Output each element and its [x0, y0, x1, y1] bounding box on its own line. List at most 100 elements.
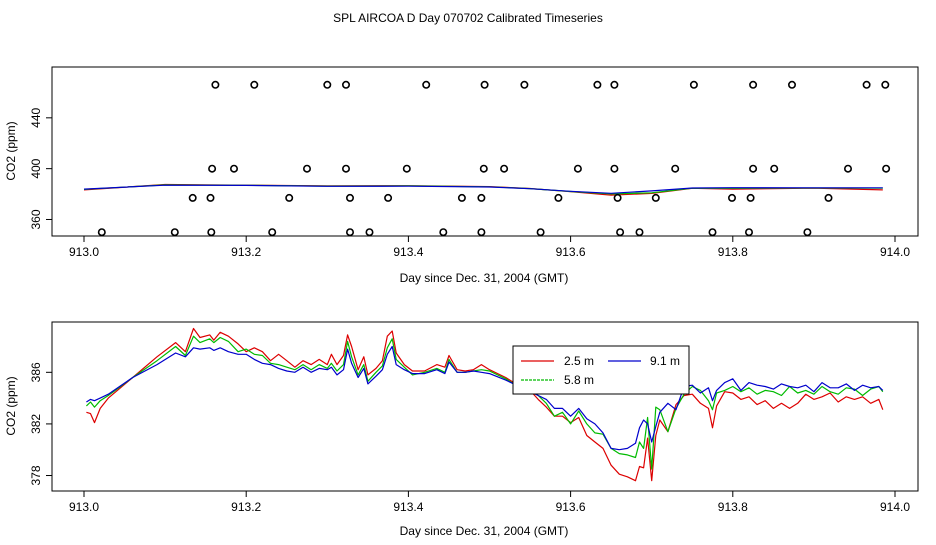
flag-marker: [323, 80, 332, 89]
top-panel-frame: [51, 66, 919, 237]
bottom-x-axis-label: Day since Dec. 31, 2004 (GMT): [400, 524, 569, 538]
flag-marker: [520, 80, 529, 89]
flag-marker: [268, 228, 277, 237]
flag-marker: [457, 193, 466, 202]
flag-marker: [616, 228, 625, 237]
bottom-y-axis: 378 382 386: [29, 362, 52, 486]
top-x-tick-label: 913.2: [231, 245, 261, 259]
flag-marker: [613, 193, 622, 202]
bottom-x-tick-label: 913.2: [231, 500, 261, 514]
flag-marker: [803, 228, 812, 237]
flag-marker: [824, 193, 833, 202]
flag-marker: [610, 80, 619, 89]
bottom-panel: 913.0 913.2 913.4 913.6 913.8 914.0 378 382 386…: [4, 321, 919, 538]
flag-marker: [477, 193, 486, 202]
flag-marker: [862, 80, 871, 89]
legend-label-5-8m: 5.8 m: [564, 373, 594, 387]
flag-marker: [170, 228, 179, 237]
top-y-axis: 360 400 440: [29, 107, 52, 229]
flag-marker: [97, 228, 106, 237]
flag-marker: [341, 80, 350, 89]
flag-marker: [689, 80, 698, 89]
flag-marker: [402, 164, 411, 173]
flag-marker: [341, 164, 350, 173]
legend-label-2-5m: 2.5 m: [564, 354, 594, 368]
bottom-panel-frame: [51, 321, 919, 492]
flag-marker: [365, 228, 374, 237]
flag-marker: [422, 80, 431, 89]
flag-marker: [480, 80, 489, 89]
bottom-x-tick-label: 913.4: [393, 500, 423, 514]
bottom-y-tick-label: 386: [29, 362, 43, 382]
bottom-y-tick-label: 382: [29, 414, 43, 434]
flag-marker: [206, 193, 215, 202]
flag-marker: [746, 193, 755, 202]
flag-marker: [285, 193, 294, 202]
flag-marker: [554, 193, 563, 202]
top-x-tick-label: 913.4: [393, 245, 423, 259]
top-series-5-8-m: [83, 184, 883, 195]
flag-marker: [207, 228, 216, 237]
legend-box: [512, 345, 690, 395]
flag-marker: [610, 164, 619, 173]
flag-marker: [479, 164, 488, 173]
top-x-tick-label: 913.6: [556, 245, 586, 259]
flag-marker: [671, 164, 680, 173]
flag-marker: [635, 228, 644, 237]
top-y-axis-label: CO2 (ppm): [4, 121, 18, 180]
top-x-tick-label: 914.0: [880, 245, 910, 259]
top-x-axis: 913.0 913.2 913.4 913.6 913.8 914.0: [69, 236, 910, 259]
flag-marker: [230, 164, 239, 173]
top-series-9-1-m: [83, 184, 883, 194]
top-series: [83, 183, 883, 196]
flag-marker: [708, 228, 717, 237]
bottom-series: [85, 327, 884, 482]
flag-marker: [439, 228, 448, 237]
flag-marker: [749, 80, 758, 89]
flag-marker: [593, 80, 602, 89]
legend-label-9-1m: 9.1 m: [650, 354, 680, 368]
flag-marker: [536, 228, 545, 237]
flag-marker: [250, 80, 259, 89]
top-series-2-5-m: [83, 183, 883, 196]
bottom-x-tick-label: 913.8: [718, 500, 748, 514]
bottom-x-tick-label: 914.0: [880, 500, 910, 514]
flag-marker: [727, 193, 736, 202]
bottom-y-axis-label: CO2 (ppm): [4, 376, 18, 435]
top-y-tick-label: 360: [29, 209, 43, 229]
flag-marker: [345, 193, 354, 202]
top-x-axis-label: Day since Dec. 31, 2004 (GMT): [400, 271, 569, 285]
bottom-x-tick-label: 913.6: [556, 500, 586, 514]
flag-marker: [770, 164, 779, 173]
flag-marker: [208, 164, 217, 173]
top-x-tick-label: 913.0: [69, 245, 99, 259]
flag-marker: [345, 228, 354, 237]
bottom-series-5-8-m: [85, 335, 884, 470]
chart-title: SPL AIRCOA D Day 070702 Calibrated Times…: [333, 11, 603, 25]
flag-marker: [477, 228, 486, 237]
flag-marker: [744, 228, 753, 237]
flag-marker: [787, 80, 796, 89]
bottom-y-tick-label: 378: [29, 465, 43, 485]
flag-marker: [749, 164, 758, 173]
top-y-tick-label: 440: [29, 107, 43, 127]
top-panel: 913.0 913.2 913.4 913.6 913.8 914.0 360 400 440…: [4, 66, 919, 285]
flag-marker: [651, 193, 660, 202]
bottom-series-2-5-m: [86, 327, 884, 482]
flag-marker: [882, 164, 891, 173]
flag-marker: [843, 164, 852, 173]
top-flag-markers: [97, 80, 891, 237]
flag-marker: [500, 164, 509, 173]
top-x-tick-label: 913.8: [718, 245, 748, 259]
legend: 2.5 m 9.1 m 5.8 m: [512, 345, 690, 395]
flag-marker: [384, 193, 393, 202]
bottom-x-tick-label: 913.0: [69, 500, 99, 514]
flag-marker: [302, 164, 311, 173]
flag-marker: [188, 193, 197, 202]
bottom-series-9-1-m: [86, 345, 884, 451]
top-y-tick-label: 400: [29, 158, 43, 178]
flag-marker: [211, 80, 220, 89]
bottom-x-axis: 913.0 913.2 913.4 913.6 913.8 914.0: [69, 491, 910, 514]
